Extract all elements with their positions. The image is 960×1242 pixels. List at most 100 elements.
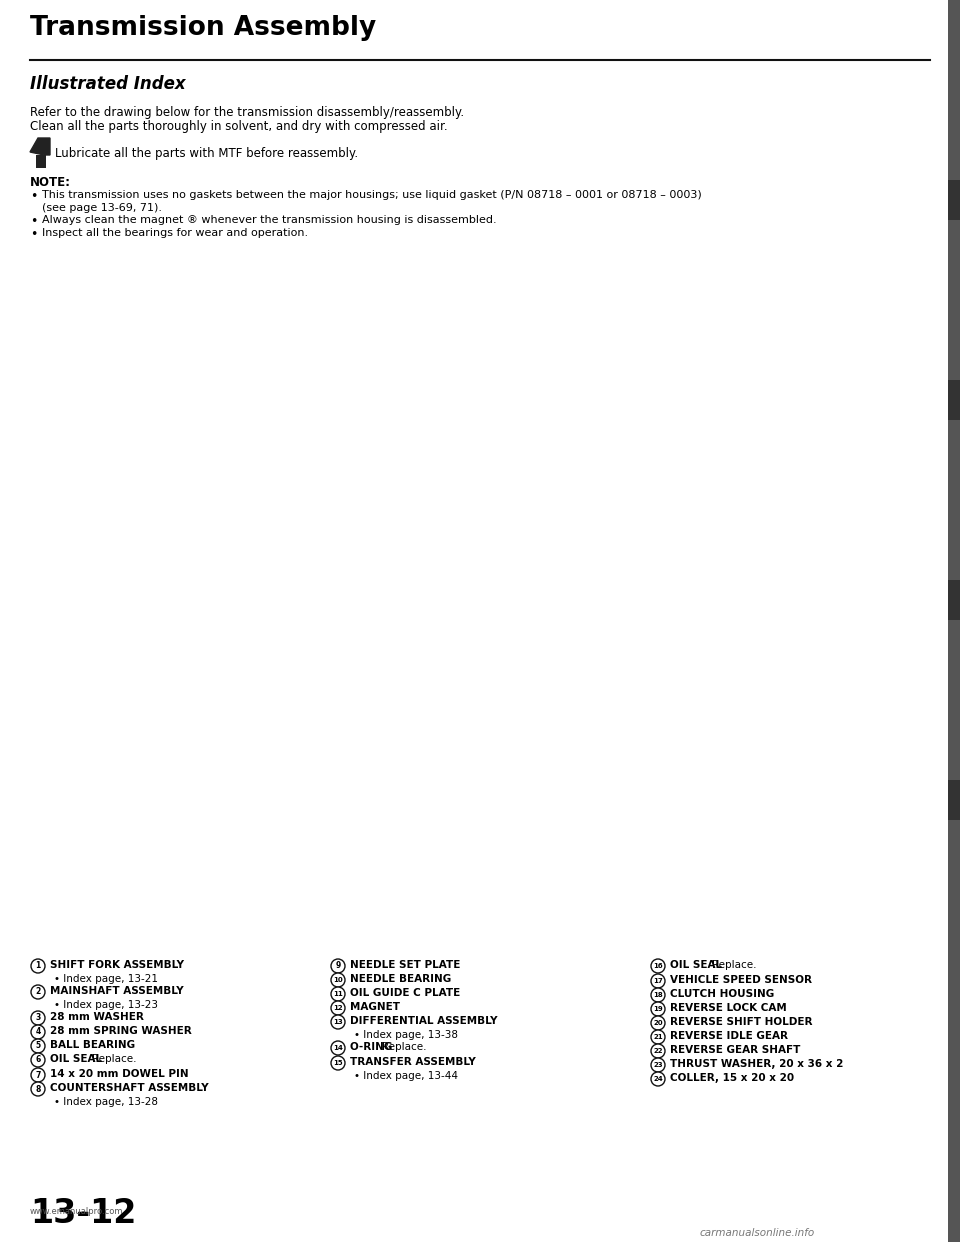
Circle shape [331,1041,345,1054]
Text: NEEDLE SET PLATE: NEEDLE SET PLATE [350,960,461,970]
Text: 2: 2 [36,987,40,996]
Text: carmanualsonline.info: carmanualsonline.info [700,1228,815,1238]
Circle shape [651,1072,665,1086]
Circle shape [31,1040,45,1053]
Circle shape [651,1045,665,1058]
Text: SHIFT FORK ASSEMBLY: SHIFT FORK ASSEMBLY [50,960,184,970]
FancyBboxPatch shape [948,580,960,620]
Text: • Index page, 13-38: • Index page, 13-38 [354,1030,458,1040]
Text: DIFFERENTIAL ASSEMBLY: DIFFERENTIAL ASSEMBLY [350,1016,497,1026]
Text: 9: 9 [335,961,341,970]
Text: Replace.: Replace. [712,960,756,970]
Text: • Index page, 13-44: • Index page, 13-44 [354,1071,458,1081]
Text: 17: 17 [653,977,662,984]
FancyBboxPatch shape [948,380,960,420]
Text: 28 mm SPRING WASHER: 28 mm SPRING WASHER [50,1026,192,1036]
Text: REVERSE GEAR SHAFT: REVERSE GEAR SHAFT [670,1045,801,1054]
FancyBboxPatch shape [948,780,960,820]
Text: 8: 8 [36,1084,40,1093]
Text: 4: 4 [36,1027,40,1037]
Text: 20: 20 [653,1020,662,1026]
Text: Lubricate all the parts with MTF before reassembly.: Lubricate all the parts with MTF before … [55,147,358,160]
Text: REVERSE IDLE GEAR: REVERSE IDLE GEAR [670,1031,788,1041]
Text: Replace.: Replace. [92,1054,136,1064]
Text: 13: 13 [333,1018,343,1025]
Circle shape [331,959,345,972]
Text: REVERSE LOCK CAM: REVERSE LOCK CAM [670,1004,787,1013]
Text: 14: 14 [333,1045,343,1051]
Text: 11: 11 [333,991,343,997]
FancyBboxPatch shape [948,0,960,1242]
Text: CLUTCH HOUSING: CLUTCH HOUSING [670,989,775,999]
Circle shape [331,1015,345,1030]
Text: Transmission Assembly: Transmission Assembly [30,15,376,41]
Text: O-RING: O-RING [350,1042,396,1052]
Text: • Index page, 13-28: • Index page, 13-28 [54,1097,158,1107]
Text: THRUST WASHER, 20 x 36 x 2: THRUST WASHER, 20 x 36 x 2 [670,1059,844,1069]
Text: Clean all the parts thoroughly in solvent, and dry with compressed air.: Clean all the parts thoroughly in solven… [30,120,447,133]
Text: 21: 21 [653,1035,662,1040]
Circle shape [31,1011,45,1025]
Text: 14 x 20 mm DOWEL PIN: 14 x 20 mm DOWEL PIN [50,1069,188,1079]
Circle shape [31,1025,45,1040]
Circle shape [331,1056,345,1071]
Text: 13-12: 13-12 [30,1197,136,1230]
Text: COLLER, 15 x 20 x 20: COLLER, 15 x 20 x 20 [670,1073,794,1083]
Text: 7: 7 [36,1071,40,1079]
Text: This transmission uses no gaskets between the major housings; use liquid gasket : This transmission uses no gaskets betwee… [42,190,702,200]
Text: 22: 22 [653,1048,662,1054]
FancyBboxPatch shape [36,155,46,168]
Circle shape [331,972,345,987]
Text: 6: 6 [36,1056,40,1064]
Circle shape [31,1068,45,1082]
Text: • Index page, 13-21: • Index page, 13-21 [54,974,158,984]
FancyBboxPatch shape [948,180,960,220]
Circle shape [651,974,665,987]
Text: OIL SEAL: OIL SEAL [670,960,726,970]
Text: 24: 24 [653,1076,662,1082]
Circle shape [31,1082,45,1095]
Text: 12: 12 [333,1005,343,1011]
Text: 19: 19 [653,1006,662,1012]
Text: Inspect all the bearings for wear and operation.: Inspect all the bearings for wear and op… [42,229,308,238]
Text: NEEDLE BEARING: NEEDLE BEARING [350,974,451,984]
Text: BALL BEARING: BALL BEARING [50,1040,135,1049]
Text: •: • [30,215,37,229]
Text: TRANSFER ASSEMBLY: TRANSFER ASSEMBLY [350,1057,476,1067]
Text: 23: 23 [653,1062,662,1068]
Text: 18: 18 [653,992,662,999]
Text: •: • [30,229,37,241]
Text: •: • [30,190,37,202]
Circle shape [651,987,665,1002]
Text: NOTE:: NOTE: [30,176,71,189]
Text: • Index page, 13-23: • Index page, 13-23 [54,1000,158,1010]
Text: 15: 15 [333,1059,343,1066]
Circle shape [651,1016,665,1030]
Circle shape [651,959,665,972]
Text: Illustrated Index: Illustrated Index [30,75,185,93]
Text: 10: 10 [333,977,343,982]
Text: MAGNET: MAGNET [350,1002,400,1012]
Text: Always clean the magnet ® whenever the transmission housing is disassembled.: Always clean the magnet ® whenever the t… [42,215,496,225]
Text: 5: 5 [36,1042,40,1051]
Text: www.emanualpro.com: www.emanualpro.com [30,1207,124,1216]
Text: 28 mm WASHER: 28 mm WASHER [50,1012,144,1022]
Circle shape [651,1002,665,1016]
Polygon shape [30,138,50,155]
Circle shape [331,1001,345,1015]
Text: REVERSE SHIFT HOLDER: REVERSE SHIFT HOLDER [670,1017,812,1027]
Text: VEHICLE SPEED SENSOR: VEHICLE SPEED SENSOR [670,975,812,985]
Text: COUNTERSHAFT ASSEMBLY: COUNTERSHAFT ASSEMBLY [50,1083,208,1093]
Circle shape [31,959,45,972]
Text: 3: 3 [36,1013,40,1022]
Text: 16: 16 [653,963,662,969]
Circle shape [31,985,45,999]
Text: OIL GUIDE C PLATE: OIL GUIDE C PLATE [350,987,460,999]
Circle shape [31,1053,45,1067]
Text: OIL SEAL: OIL SEAL [50,1054,106,1064]
Circle shape [651,1030,665,1045]
Circle shape [651,1058,665,1072]
Circle shape [331,987,345,1001]
Text: 1: 1 [36,961,40,970]
Text: MAINSHAFT ASSEMBLY: MAINSHAFT ASSEMBLY [50,986,183,996]
